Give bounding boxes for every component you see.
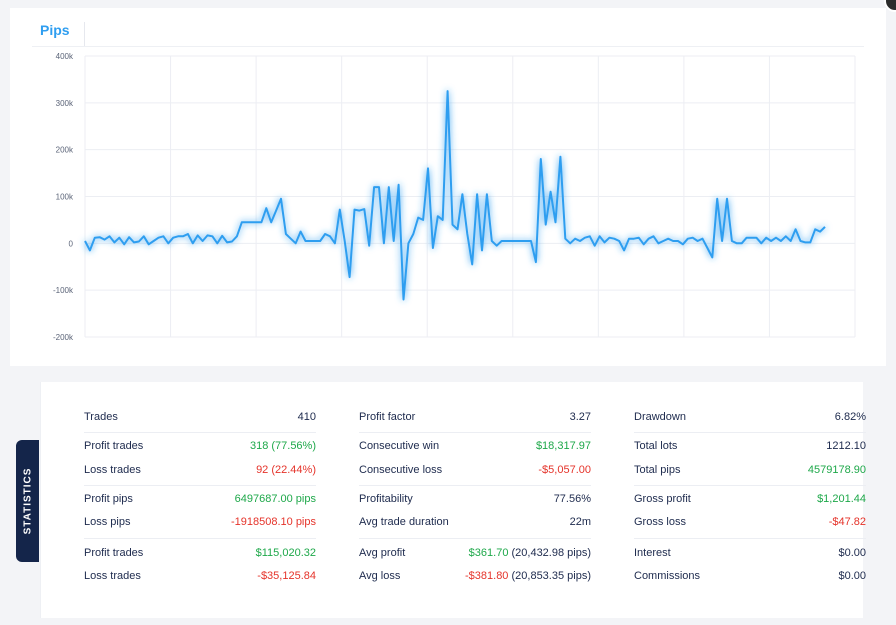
- row-divider: [359, 538, 591, 539]
- pips-series-line: [84, 90, 826, 301]
- header-divider: [32, 46, 864, 47]
- stat-label: Total lots: [634, 440, 678, 452]
- y-tick-label: 100k: [56, 193, 74, 202]
- stat-value: $361.70: [468, 547, 509, 559]
- stat-value: 3.27: [569, 411, 591, 423]
- stat-value: 6.82%: [834, 411, 866, 423]
- statistics-tab[interactable]: STATISTICS: [16, 440, 39, 562]
- stat-label: Avg trade duration: [359, 516, 449, 528]
- stat-value: -$381.80: [465, 570, 509, 582]
- stat-loss-trades-money: Loss trades -$35,125.84: [84, 570, 316, 593]
- stat-avg-profit: Avg profit $361.70 (20,432.98 pips): [359, 547, 591, 570]
- stat-label: Commissions: [634, 570, 701, 582]
- stat-value: 318 (77.56%): [249, 440, 316, 452]
- stat-value: -$35,125.84: [257, 570, 316, 582]
- stat-label: Avg profit: [359, 547, 406, 559]
- stat-value-group: -$381.80 (20,853.35 pips): [465, 570, 591, 582]
- close-icon[interactable]: [884, 0, 896, 12]
- y-tick-label: 200k: [56, 146, 74, 155]
- row-divider: [634, 538, 866, 539]
- y-tick-label: 400k: [56, 52, 74, 61]
- chart-card: Pips 400k 300k 200k 100k 0 -100k -200k: [10, 8, 886, 366]
- stat-label: Gross profit: [634, 493, 691, 505]
- stat-label: Profit factor: [359, 411, 416, 423]
- stat-label: Interest: [634, 547, 671, 559]
- stat-label: Consecutive win: [359, 440, 440, 452]
- stat-value: $0.00: [838, 547, 866, 559]
- stat-value: 1212.10: [826, 440, 866, 452]
- stat-value: $0.00: [838, 570, 866, 582]
- pips-line-chart: 400k 300k 200k 100k 0 -100k -200k: [53, 52, 856, 342]
- stat-value: 6497687.00 pips: [234, 493, 316, 505]
- stat-commissions: Commissions $0.00: [634, 570, 866, 593]
- stat-label: Drawdown: [634, 411, 686, 423]
- stat-label: Profitability: [359, 493, 413, 505]
- stat-label: Gross loss: [634, 516, 686, 528]
- y-tick-label: 0: [69, 239, 74, 248]
- stat-label: Trades: [84, 411, 118, 423]
- stat-profitability: Profitability 77.56%: [359, 493, 591, 516]
- stat-label: Loss trades: [84, 464, 141, 476]
- stat-avg-loss: Avg loss -$381.80 (20,853.35 pips): [359, 570, 591, 593]
- tab-pips[interactable]: Pips: [40, 22, 70, 38]
- y-tick-label: -100k: [53, 286, 74, 295]
- stat-value: $115,020.32: [255, 547, 316, 559]
- stat-label: Profit trades: [84, 440, 144, 452]
- stat-trades: Trades 410: [84, 411, 316, 434]
- stat-gross-loss: Gross loss -$47.82: [634, 516, 866, 539]
- stat-label: Loss pips: [84, 516, 131, 528]
- stat-label: Consecutive loss: [359, 464, 443, 476]
- stat-label: Total pips: [634, 464, 681, 476]
- stat-gross-profit: Gross profit $1,201.44: [634, 493, 866, 516]
- stat-value: $18,317.97: [535, 440, 591, 452]
- row-divider: [359, 485, 591, 486]
- stat-loss-trades: Loss trades 92 (22.44%): [84, 464, 316, 487]
- row-divider: [359, 432, 591, 433]
- stat-label: Avg loss: [359, 570, 401, 582]
- stat-profit-trades-money: Profit trades $115,020.32: [84, 547, 316, 570]
- stat-value-group: $361.70 (20,432.98 pips): [469, 547, 591, 559]
- stat-value: 22m: [569, 516, 591, 528]
- row-divider: [634, 485, 866, 486]
- stat-value-pips: (20,853.35 pips): [508, 570, 591, 582]
- row-divider: [84, 485, 316, 486]
- stat-value: 410: [297, 411, 316, 423]
- stat-value: 77.56%: [553, 493, 591, 505]
- row-divider: [634, 432, 866, 433]
- statistics-tab-label: STATISTICS: [22, 467, 33, 535]
- stat-value: -$5,057.00: [538, 464, 591, 476]
- stat-interest: Interest $0.00: [634, 547, 866, 570]
- stat-total-pips: Total pips 4579178.90: [634, 464, 866, 487]
- stat-value-pips: (20,432.98 pips): [508, 547, 591, 559]
- stat-profit-trades: Profit trades 318 (77.56%): [84, 440, 316, 463]
- tab-divider: [84, 22, 85, 46]
- stat-total-lots: Total lots 1212.10: [634, 440, 866, 463]
- stat-profit-pips: Profit pips 6497687.00 pips: [84, 493, 316, 516]
- stat-value: 4579178.90: [807, 464, 866, 476]
- stat-loss-pips: Loss pips -1918508.10 pips: [84, 516, 316, 539]
- y-tick-label: 300k: [56, 99, 74, 108]
- statistics-panel: Trades 410 Profit trades 318 (77.56%) Lo…: [40, 382, 866, 618]
- stat-consecutive-loss: Consecutive loss -$5,057.00: [359, 464, 591, 487]
- stat-profit-factor: Profit factor 3.27: [359, 411, 591, 434]
- stat-value: -1918508.10 pips: [230, 516, 316, 528]
- stat-consecutive-win: Consecutive win $18,317.97: [359, 440, 591, 463]
- stat-drawdown: Drawdown 6.82%: [634, 411, 866, 434]
- stat-value: -$47.82: [828, 516, 866, 528]
- y-tick-label: -200k: [53, 333, 74, 342]
- stat-label: Profit trades: [84, 547, 144, 559]
- row-divider: [84, 432, 316, 433]
- stat-value: $1,201.44: [817, 493, 866, 505]
- stat-label: Loss trades: [84, 570, 141, 582]
- stat-avg-trade-duration: Avg trade duration 22m: [359, 516, 591, 539]
- stat-value: 92 (22.44%): [256, 464, 316, 476]
- row-divider: [84, 538, 316, 539]
- stat-label: Profit pips: [84, 493, 133, 505]
